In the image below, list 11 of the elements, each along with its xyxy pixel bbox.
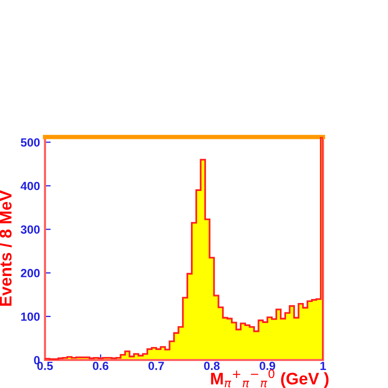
y-tick-label: 300	[20, 225, 40, 234]
x-tick-label: 0.8	[204, 362, 220, 370]
x-tick-label: 0.6	[92, 362, 108, 370]
y-tick-label: 500	[20, 138, 40, 147]
x-tick-label: 0.7	[148, 362, 164, 370]
y-tick-label: 400	[20, 182, 40, 190]
x-axis-title: M$_{π}$$^{+}$$_{π}$$^{−}$$_{π}$$^{0}$ (GeV )	[211, 369, 328, 388]
x-tick-label: 1	[320, 362, 326, 370]
y-tick-label: 100	[21, 312, 40, 321]
x-tick-label: 0.9	[260, 362, 276, 370]
y-tick-label: 200	[20, 268, 40, 278]
